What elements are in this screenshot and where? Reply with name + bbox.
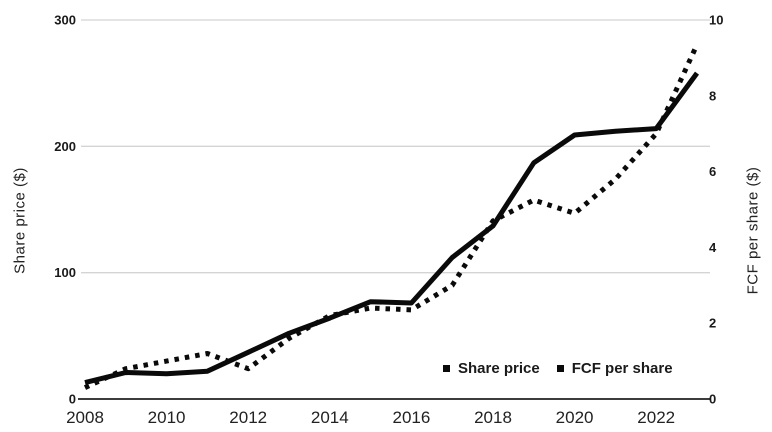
legend-marker-square-icon bbox=[556, 365, 564, 372]
x-axis-tick-label: 2022 bbox=[637, 408, 675, 427]
x-axis-tick-label: 2018 bbox=[474, 408, 512, 427]
x-axis-tick-label: 2012 bbox=[229, 408, 267, 427]
legend-item-fcf-per-share: FCF per share bbox=[556, 360, 673, 377]
series-line-fcf-per-share bbox=[83, 43, 700, 390]
legend-label: FCF per share bbox=[571, 360, 673, 377]
left-axis-tick-label: 0 bbox=[69, 392, 76, 407]
legend: Share price FCF per share bbox=[443, 360, 673, 377]
right-axis-tick-label: 2 bbox=[709, 316, 716, 331]
right-axis-tick-label: 6 bbox=[709, 164, 716, 179]
right-axis-tick-label: 8 bbox=[709, 88, 716, 103]
x-axis-tick-label: 2020 bbox=[556, 408, 594, 427]
x-axis-tick-label: 2016 bbox=[392, 408, 430, 427]
left-axis-tick-label: 300 bbox=[54, 13, 76, 28]
left-axis-title: Share price ($) bbox=[11, 167, 29, 274]
x-axis-tick-label: 2008 bbox=[66, 408, 104, 427]
x-axis-tick-label: 2010 bbox=[148, 408, 186, 427]
legend-label: Share price bbox=[458, 360, 540, 377]
right-axis-tick-label: 4 bbox=[709, 240, 717, 255]
series-line-share-price bbox=[84, 71, 700, 386]
right-axis-tick-label: 10 bbox=[709, 13, 723, 28]
left-axis-tick-label: 100 bbox=[54, 265, 76, 280]
x-axis-tick-label: 2014 bbox=[311, 408, 349, 427]
legend-item-share-price: Share price bbox=[443, 360, 540, 377]
right-axis-title: FCF per share ($) bbox=[744, 166, 762, 295]
left-axis-tick-label: 200 bbox=[54, 139, 76, 154]
legend-marker-square-icon bbox=[443, 365, 450, 372]
right-axis-tick-label: 0 bbox=[709, 392, 716, 407]
